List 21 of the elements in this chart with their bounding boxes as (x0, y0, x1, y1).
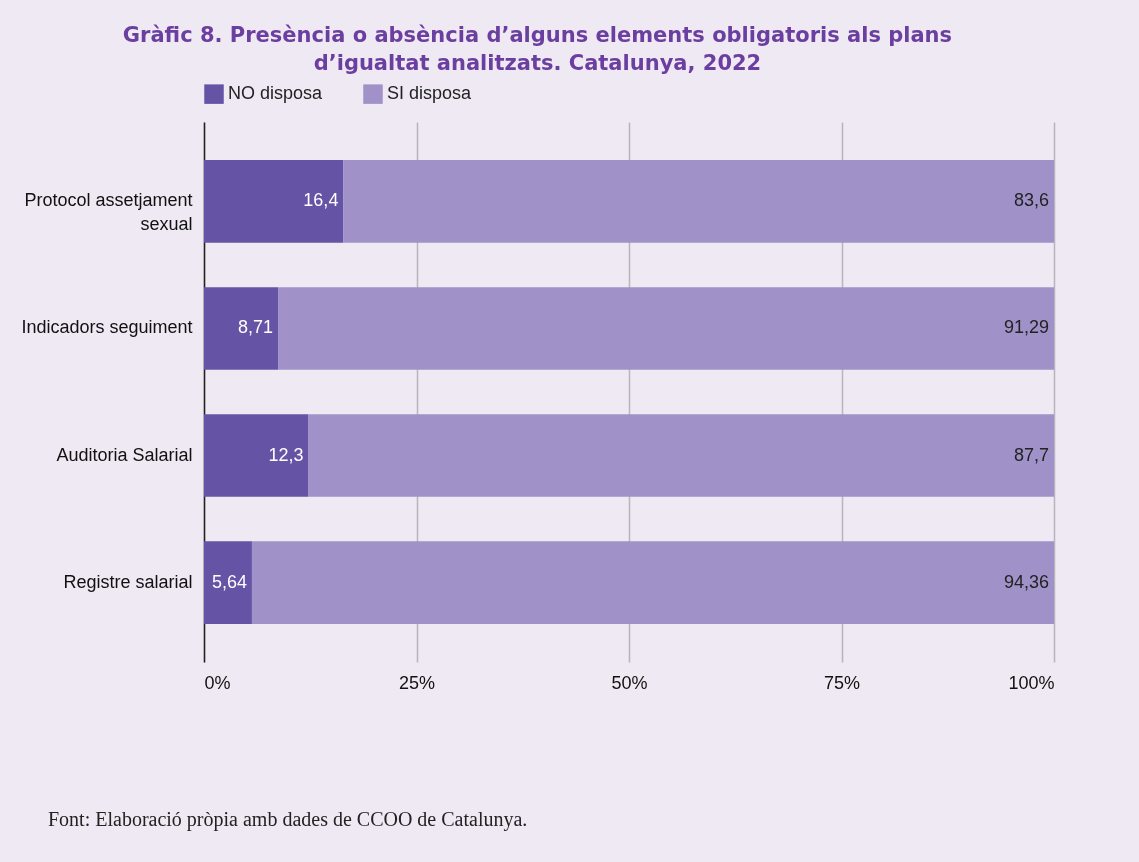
data-label: 94,36 (1003, 571, 1049, 592)
text: Font: Elaboració pròpia amb dades de CCOO de Catalunya. (48, 808, 528, 831)
x-tick-label: 75% (823, 672, 861, 693)
legend-label: SI disposa (387, 83, 473, 104)
chart-title: Gràfic 8. Presència o absència d’alguns elements obligatoris als plans d’igualtat analitzats. Catalunya, 2022 (122, 23, 953, 75)
y-tick-label: Protocol assetjament sexual (24, 190, 193, 235)
y-tick-label: Indicadors seguiment (21, 317, 193, 338)
data-label: 87,7 (1013, 444, 1049, 465)
y-tick-label: Auditoria Salarial (56, 444, 193, 465)
legend-label: NO disposa (228, 83, 324, 104)
data-label: 5,64 (211, 571, 247, 592)
data-label: 16,4 (303, 190, 339, 211)
data-label: 8,71 (237, 317, 274, 338)
x-tick-label: 25% (398, 672, 436, 693)
y-tick-label: Registre salarial (63, 571, 193, 592)
data-label: 91,29 (1003, 317, 1049, 338)
data-label: 83,6 (1013, 190, 1049, 211)
x-tick-label: 100% (1008, 672, 1055, 693)
data-label: 12,3 (268, 444, 304, 465)
x-tick-label: 0% (204, 672, 231, 693)
x-tick-label: 50% (611, 672, 648, 693)
